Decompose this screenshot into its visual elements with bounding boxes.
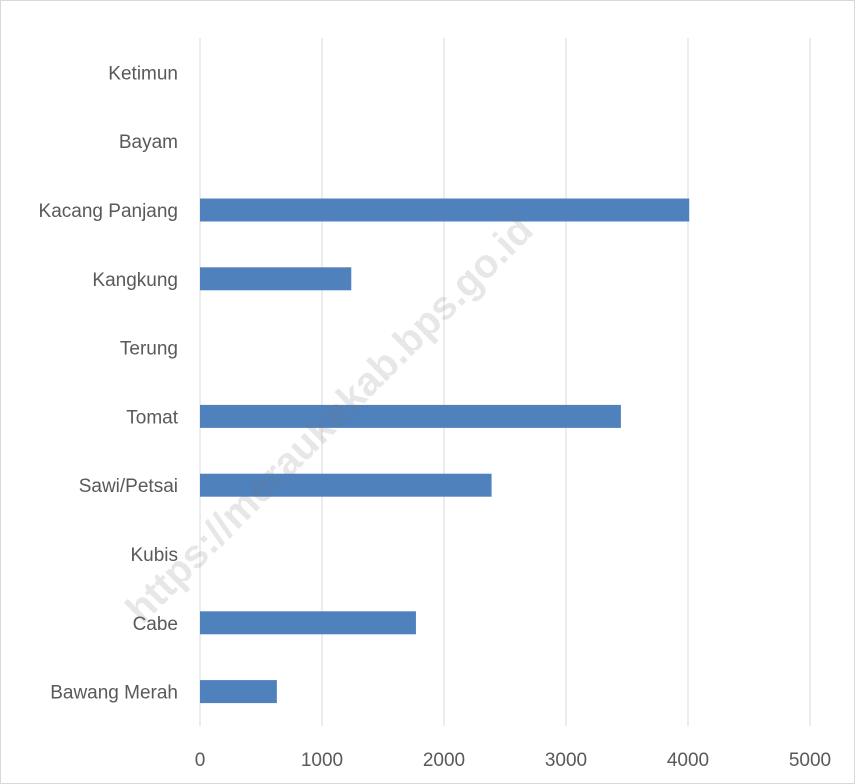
bar [200, 680, 277, 704]
bar [200, 404, 621, 428]
bar [200, 473, 492, 497]
category-label: Tomat [126, 407, 178, 428]
category-label: Bayam [119, 132, 178, 153]
x-tick-label: 5000 [789, 750, 831, 771]
x-tick-label: 2000 [423, 750, 465, 771]
x-tick-label: 0 [195, 750, 206, 771]
category-label: Bawang Merah [50, 683, 178, 704]
bar [200, 267, 352, 291]
x-tick-label: 3000 [545, 750, 587, 771]
category-label: Terung [120, 339, 178, 360]
x-tick-label: 4000 [667, 750, 709, 771]
category-label: Sawi/Petsai [79, 476, 178, 497]
category-label: Ketimun [108, 63, 178, 84]
category-label: Kangkung [92, 270, 178, 291]
category-label: Cabe [133, 614, 178, 635]
category-label: Kubis [130, 545, 178, 566]
x-tick-label: 1000 [301, 750, 343, 771]
bar [200, 611, 416, 635]
bar [200, 198, 690, 222]
category-label: Kacang Panjang [39, 201, 178, 222]
